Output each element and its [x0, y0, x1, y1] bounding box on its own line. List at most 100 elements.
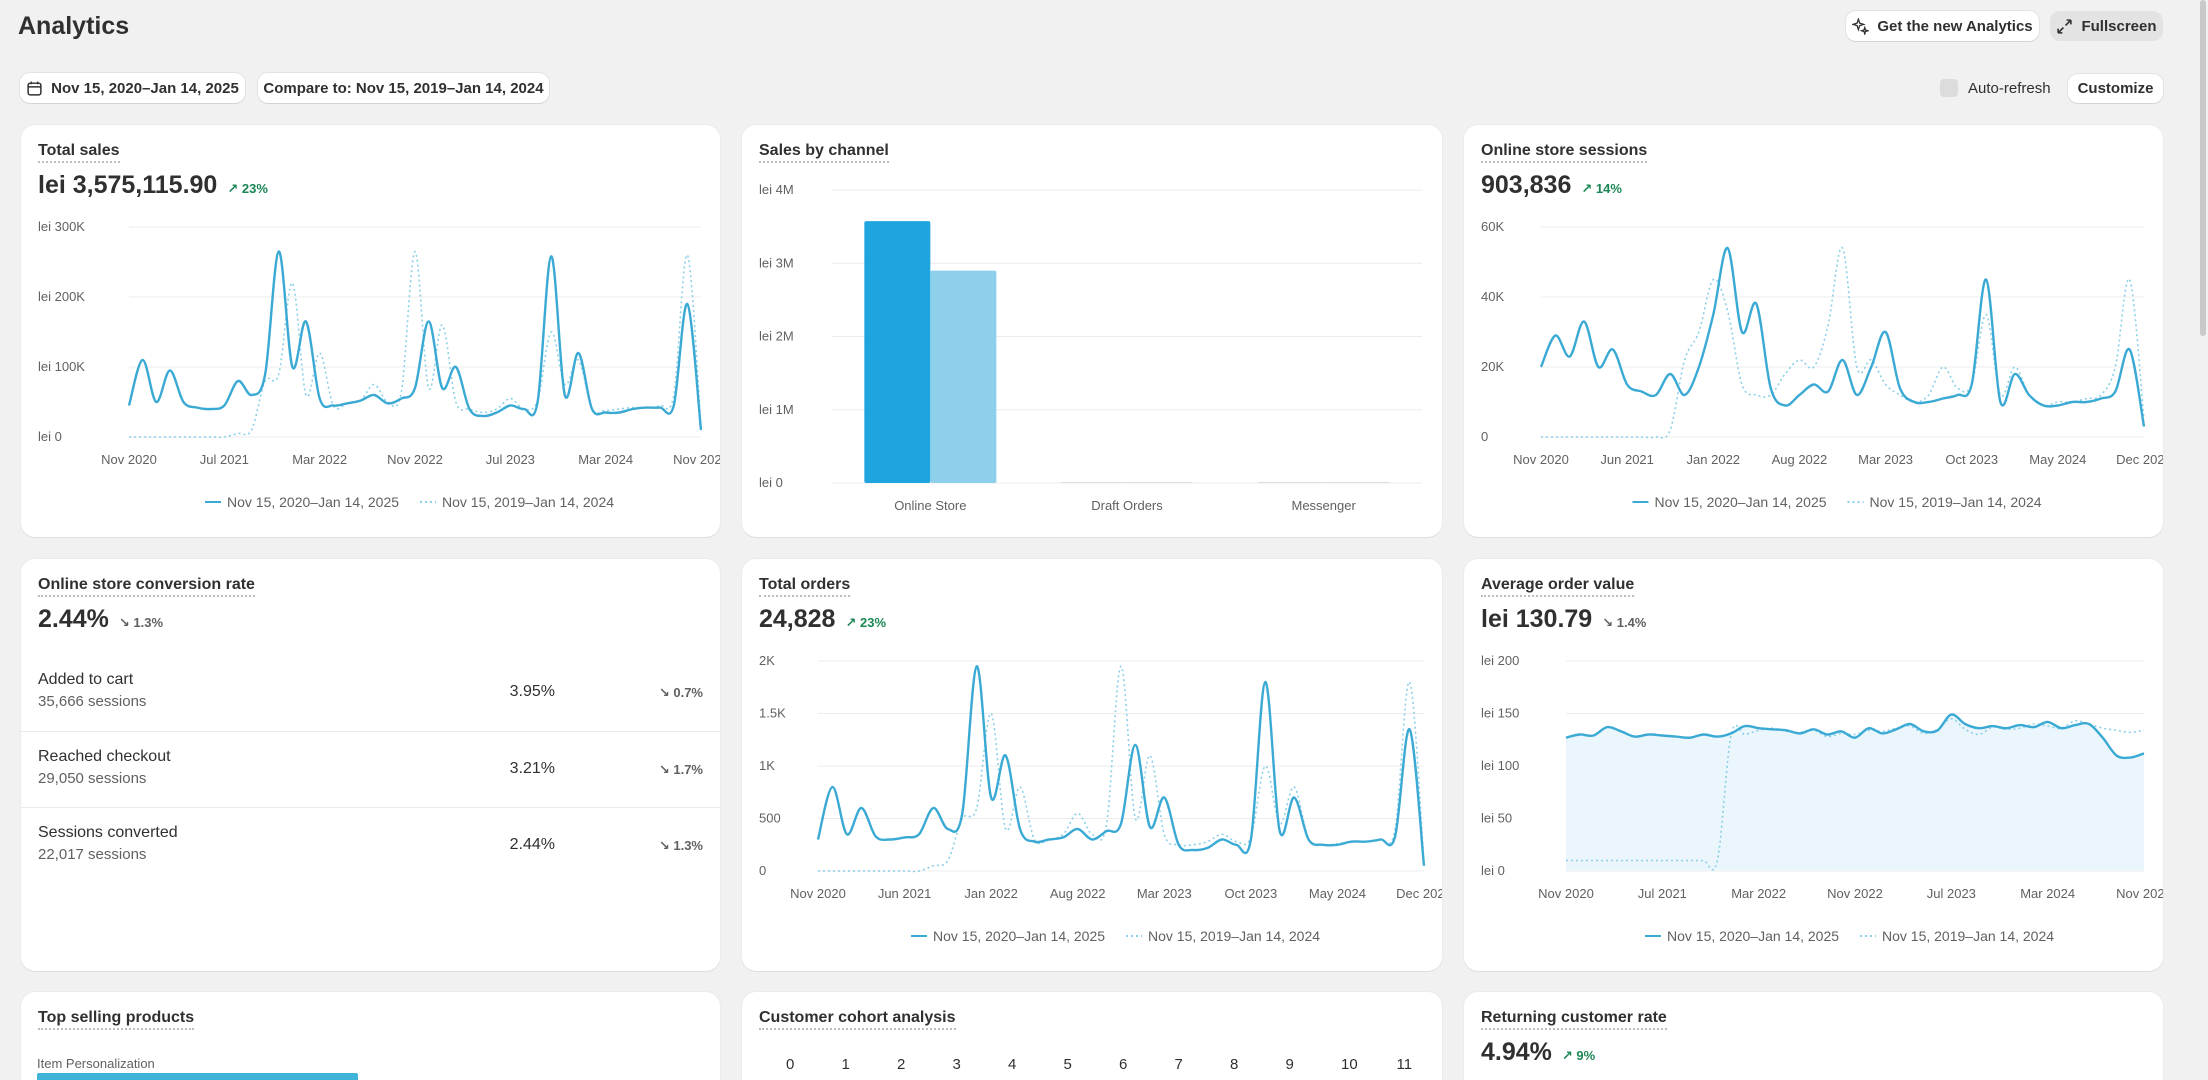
sparkle-icon: [1852, 17, 1870, 35]
legend-label-previous: Nov 15, 2019–Jan 14, 2024: [1148, 928, 1320, 944]
customize-label: Customize: [2077, 80, 2154, 97]
y-tick-label: lei 2M: [759, 329, 794, 344]
product-name: Item Personalization: [37, 1056, 155, 1071]
cohort-column-header: 5: [1063, 1056, 1072, 1073]
total-sales-card[interactable]: Total sales lei 3,575,115.90 ↗ 23% lei 0…: [21, 125, 720, 537]
get-new-analytics-label: Get the new Analytics: [1877, 17, 2033, 35]
x-tick-label: Mar 2024: [578, 452, 633, 467]
auto-refresh-label: Auto-refresh: [1968, 79, 2051, 97]
average-order-value-card[interactable]: Average order value lei 130.79 ↘ 1.4% le…: [1464, 559, 2163, 971]
y-tick-label: lei 0: [38, 429, 62, 444]
kpi-delta: ↗ 9%: [1561, 1048, 1596, 1063]
total-orders-card[interactable]: Total orders 24,828 ↗ 23% 0 500 1K 1.5K 2K No…: [742, 559, 1442, 971]
fullscreen-label: Fullscreen: [2081, 17, 2157, 35]
funnel-step-delta: ↘ 1.3%: [658, 838, 703, 853]
x-tick-label: Nov 2020: [101, 452, 157, 467]
customer-cohort-card[interactable]: Customer cohort analysis: [742, 992, 1442, 1080]
y-tick-label: lei 50: [1481, 811, 1512, 826]
card-title: Online store conversion rate: [38, 576, 255, 597]
kpi-value: lei 130.79: [1481, 605, 1593, 633]
x-tick-label: Draft Orders: [1091, 498, 1163, 513]
compare-to-button[interactable]: Compare to: Nov 15, 2019–Jan 14, 2024: [258, 73, 549, 103]
kpi-value: 2.44%: [38, 605, 109, 633]
card-title: Total sales: [38, 142, 120, 163]
y-tick-label: 40K: [1481, 289, 1504, 304]
bar-messenger-1: [1323, 482, 1390, 483]
funnel-step-pct: 2.44%: [509, 836, 555, 853]
legend-label-current: Nov 15, 2020–Jan 14, 2025: [1655, 494, 1827, 510]
sales-by-channel-card[interactable]: Sales by channel lei 0 lei 1M lei 2M lei 3M…: [742, 125, 1442, 537]
cohort-column-header: 7: [1174, 1056, 1183, 1073]
series-area: [1566, 714, 2144, 871]
returning-customer-card[interactable]: Returning customer rate 4.94% ↗ 9%: [1464, 992, 2163, 1080]
funnel-step-name: Reached checkout: [38, 748, 171, 765]
series-line-current: [1565, 713, 2145, 760]
kpi-delta: ↘ 1.4%: [1602, 615, 1647, 630]
legend-label-current: Nov 15, 2020–Jan 14, 2025: [227, 494, 399, 510]
x-tick-label: Jul 2021: [1638, 886, 1687, 901]
x-tick-label: Jun 2021: [878, 886, 932, 901]
scrollbar-thumb[interactable]: [2200, 0, 2206, 336]
y-tick-label: lei 100K: [38, 359, 85, 374]
y-tick-label: 60K: [1481, 219, 1504, 234]
y-tick-label: lei 200: [1481, 653, 1519, 668]
fullscreen-button[interactable]: Fullscreen: [2050, 11, 2163, 41]
compare-to-label: Compare to: Nov 15, 2019–Jan 14, 2024: [263, 79, 544, 97]
series-line-current: [1539, 246, 2146, 427]
funnel-step-delta: ↘ 1.7%: [658, 762, 703, 777]
legend-label-current: Nov 15, 2020–Jan 14, 2025: [933, 928, 1105, 944]
bar-draft-orders-1: [1127, 482, 1193, 483]
date-range-button[interactable]: Nov 15, 2020–Jan 14, 2025: [20, 73, 245, 103]
legend-label-previous: Nov 15, 2019–Jan 14, 2024: [1870, 494, 2042, 510]
cohort-column-header: 2: [897, 1056, 906, 1073]
legend-label-previous: Nov 15, 2019–Jan 14, 2024: [1882, 928, 2054, 944]
x-tick-label: Mar 2022: [1731, 886, 1786, 901]
y-tick-label: 500: [759, 811, 781, 826]
cohort-column-header: 6: [1119, 1056, 1128, 1073]
get-new-analytics-button[interactable]: Get the new Analytics: [1846, 11, 2039, 41]
series-line-current: [816, 665, 1426, 866]
y-tick-label: lei 150: [1481, 706, 1519, 721]
sessions-card[interactable]: Online store sessions 903,836 ↗ 14% 0 20K…: [1464, 125, 2163, 537]
y-tick-label: lei 100: [1481, 758, 1519, 773]
auto-refresh-toggle[interactable]: Auto-refresh: [1940, 76, 2051, 100]
x-tick-label: Nov 2022: [1827, 886, 1883, 901]
cohort-column-header: 9: [1285, 1056, 1294, 1073]
y-tick-label: lei 200K: [38, 289, 85, 304]
cohort-column-header: 8: [1230, 1056, 1239, 1073]
total-sales-chart: lei 0 lei 100K lei 200K lei 300K Nov 2020 Jul…: [38, 219, 720, 510]
calendar-icon: [27, 81, 42, 96]
x-tick-label: Jul 2021: [200, 452, 249, 467]
x-tick-label: Mar 2022: [292, 452, 347, 467]
kpi-delta: ↗ 14%: [1581, 181, 1622, 196]
funnel-step-delta: ↘ 0.7%: [658, 685, 703, 700]
kpi-delta: ↗ 23%: [227, 181, 268, 196]
auto-refresh-checkbox[interactable]: [1940, 79, 1958, 97]
conversion-rate-card[interactable]: Online store conversion rate 2.44% ↘ 1.3…: [21, 559, 720, 971]
x-tick-label: Messenger: [1292, 498, 1357, 513]
x-tick-label: Mar 2023: [1858, 452, 1913, 467]
x-tick-label: Aug 2022: [1772, 452, 1828, 467]
legend-label-previous: Nov 15, 2019–Jan 14, 2024: [442, 494, 614, 510]
y-tick-label: lei 0: [759, 475, 783, 490]
series-line-previous: [1566, 717, 2145, 871]
expand-icon: [2057, 18, 2073, 34]
aov-chart: lei 0 lei 50 lei 100 lei 150 lei 200 Nov 2020…: [1481, 653, 2163, 944]
y-tick-label: 2K: [759, 653, 775, 668]
series-line-current: [127, 250, 703, 431]
x-tick-label: May 2024: [2029, 452, 2086, 467]
funnel-step-sessions: 22,017 sessions: [38, 846, 147, 863]
x-tick-label: Mar 2024: [2020, 886, 2075, 901]
card-title: Returning customer rate: [1481, 1009, 1667, 1030]
y-tick-label: 0: [759, 863, 766, 878]
customize-button[interactable]: Customize: [2068, 74, 2163, 103]
funnel-row-sessions-converted: Sessions converted 22,017 sessions 2.44%…: [21, 807, 720, 883]
x-tick-label: May 2024: [1309, 886, 1366, 901]
x-tick-label: Nov 2024: [673, 452, 720, 467]
top-selling-products-card[interactable]: Top selling products: [21, 992, 720, 1080]
x-tick-label: Nov 2020: [1538, 886, 1594, 901]
funnel-step-sessions: 35,666 sessions: [38, 693, 147, 710]
y-tick-label: 20K: [1481, 359, 1504, 374]
kpi-value: 903,836: [1481, 171, 1572, 199]
page-scrollbar[interactable]: [2198, 0, 2208, 1080]
